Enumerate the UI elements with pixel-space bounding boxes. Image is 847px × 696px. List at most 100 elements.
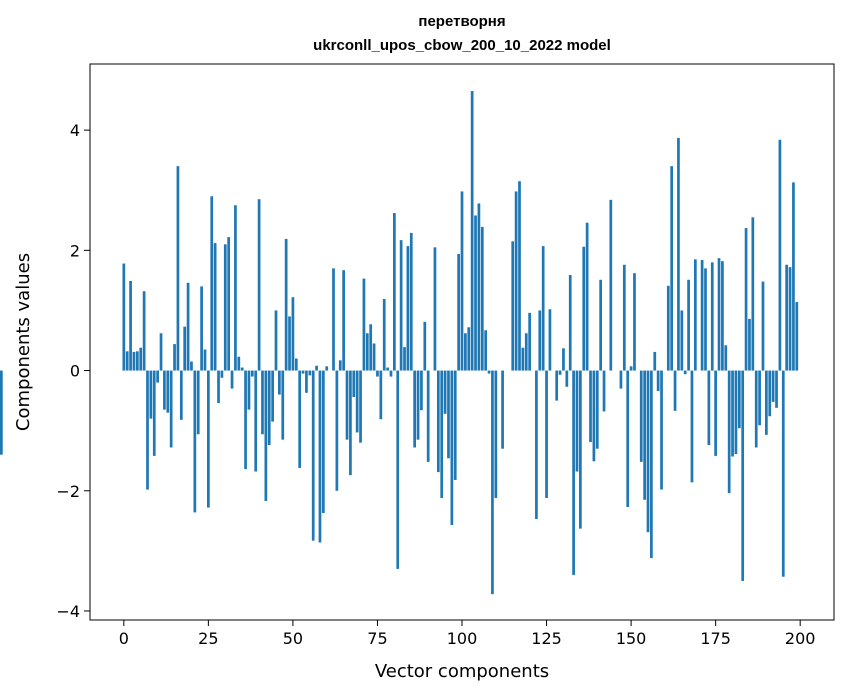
bar-174 (710, 262, 714, 371)
bar-178 (724, 345, 728, 371)
bar-158 (656, 370, 660, 391)
bar-118 (521, 347, 525, 371)
bar-26 (210, 196, 214, 371)
bar-0 (122, 263, 126, 371)
bar-92 (433, 247, 437, 371)
bar-181 (734, 370, 738, 455)
bar-97 (450, 370, 454, 526)
bar-115 (511, 241, 515, 371)
bar-30 (223, 244, 227, 371)
bar-141 (599, 279, 603, 371)
bar-125 (545, 370, 548, 498)
bar-35 (240, 367, 244, 371)
bar-50 (291, 297, 295, 371)
bar-169 (693, 259, 697, 371)
bar-66 (345, 370, 349, 440)
bar-73 (369, 324, 373, 371)
bar-147 (619, 370, 623, 389)
bar-27 (213, 243, 217, 371)
bar-103 (470, 91, 474, 371)
bar-166 (683, 370, 687, 375)
bar-88 (420, 370, 423, 411)
bar-163 (673, 370, 677, 411)
bar-139 (592, 370, 596, 462)
y-tick-label--2: −2 (56, 482, 80, 501)
bar-57 (315, 365, 318, 371)
bar-2 (129, 280, 132, 371)
bar-38 (250, 370, 254, 377)
bar-72 (365, 333, 369, 371)
bar-162 (670, 166, 674, 371)
bar-16 (176, 166, 180, 371)
bar-98 (453, 370, 457, 480)
bar-60 (325, 366, 329, 371)
bar-153 (639, 370, 643, 462)
bar-144 (609, 199, 613, 371)
bar-13 (166, 370, 170, 413)
bar-78 (386, 367, 389, 371)
bar-47 (281, 370, 285, 440)
bar-133 (572, 370, 575, 575)
bar-154 (643, 370, 646, 500)
bar-11 (159, 333, 163, 371)
bar-55 (308, 370, 312, 376)
bar-183 (741, 370, 745, 581)
bar-142 (602, 370, 606, 412)
bar-177 (721, 261, 724, 371)
bar-197 (788, 267, 792, 371)
bar-4 (135, 351, 139, 371)
bar-198 (792, 182, 795, 371)
y-tick-label--4: −4 (56, 602, 80, 621)
bar-122 (535, 370, 538, 520)
bar-71 (362, 278, 366, 371)
bar-69 (355, 370, 359, 433)
bar-24 (203, 349, 207, 371)
bar-89 (423, 321, 427, 371)
bar-165 (680, 310, 684, 371)
bar-14 (169, 370, 173, 448)
x-tick-label-100: 100 (447, 629, 478, 648)
bar-49 (288, 316, 291, 371)
bar-136 (582, 246, 586, 371)
bar-62 (332, 268, 335, 371)
x-tick-label-50: 50 (283, 629, 303, 648)
bar-44 (271, 370, 274, 422)
bar-70 (359, 370, 362, 443)
bar-164 (677, 137, 680, 371)
bar-9 (152, 370, 156, 456)
bar-107 (484, 330, 488, 371)
bar-29 (220, 370, 224, 378)
bar-149 (626, 370, 630, 507)
bar-196 (785, 264, 789, 371)
bar-123 (538, 310, 542, 371)
bar-93 (436, 370, 440, 473)
bar-23 (200, 286, 203, 371)
bar-58 (318, 370, 322, 543)
bar-82 (399, 240, 403, 371)
bar-180 (731, 370, 734, 457)
bar-8 (149, 370, 153, 419)
bar-84 (406, 246, 410, 371)
bar-159 (660, 370, 663, 490)
bar-12 (163, 370, 166, 410)
bar-5 (139, 347, 143, 371)
bar-18 (183, 326, 187, 371)
bar-86 (413, 370, 417, 448)
bar-195 (781, 370, 785, 577)
bar-96 (447, 370, 450, 459)
bar-3 (132, 351, 136, 371)
bar-135 (579, 370, 582, 529)
bar-150 (629, 366, 633, 371)
y-axis-label: Components values (13, 253, 34, 431)
bar-67 (349, 370, 352, 476)
bar-28 (217, 370, 220, 404)
bar-64 (338, 360, 342, 371)
bar-25 (207, 370, 210, 508)
bar-95 (443, 370, 447, 414)
bar-34 (237, 356, 241, 371)
bar-105 (477, 203, 481, 371)
bar-40 (257, 199, 261, 371)
bar-192 (771, 370, 775, 402)
bar-79 (389, 370, 393, 377)
bar-189 (761, 281, 765, 371)
